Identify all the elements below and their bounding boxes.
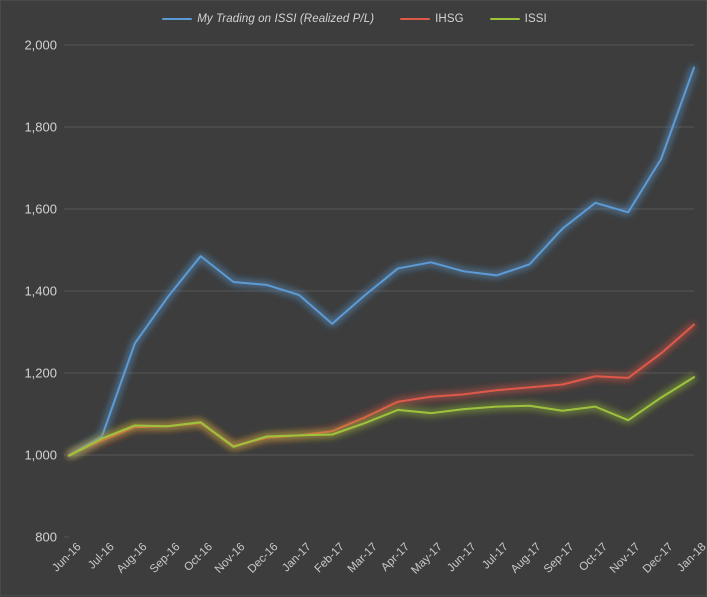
gridlines: [69, 44, 694, 456]
y-axis-tick-label: 800: [35, 529, 57, 545]
legend-swatch-issi: [489, 18, 520, 20]
y-axis-tick-label: 1,200: [24, 365, 57, 381]
y-axis-tick-label: 2,000: [24, 37, 57, 53]
y-axis-tick-label: 1,600: [24, 201, 57, 217]
legend-item-issi[interactable]: ISSI: [489, 13, 547, 25]
chart-legend: My Trading on ISSI (Realized P/L) IHSG I…: [1, 8, 707, 30]
legend-item-ihsg[interactable]: IHSG: [400, 13, 464, 25]
y-axis-tick-label: 1,000: [24, 447, 57, 463]
series-line-ihsg: [68, 323, 695, 456]
legend-label-my-trading: My Trading on ISSI (Realized P/L): [197, 13, 375, 25]
series-lines: [68, 66, 695, 457]
y-axis-tick-label: 1,400: [24, 283, 57, 299]
legend-swatch-my-trading: [162, 18, 193, 20]
y-axis-tick-label: 1,800: [24, 119, 57, 135]
legend-label-issi: ISSI: [524, 13, 547, 25]
legend-label-ihsg: IHSG: [435, 13, 464, 25]
legend-swatch-ihsg: [400, 18, 431, 20]
series-line-my-trading: [68, 66, 695, 456]
series-line-issi: [68, 376, 695, 457]
y-axis-tick-marks: [64, 44, 69, 538]
legend-item-my-trading[interactable]: My Trading on ISSI (Realized P/L): [162, 13, 374, 25]
